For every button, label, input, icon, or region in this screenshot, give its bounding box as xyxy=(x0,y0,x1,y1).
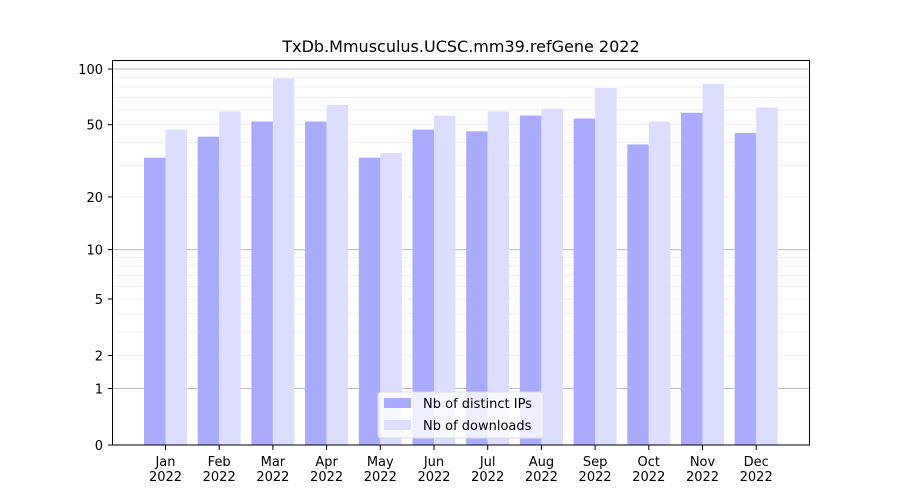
bar-ips xyxy=(412,129,434,446)
y-tick-label: 0 xyxy=(95,439,103,454)
y-tick-label: 20 xyxy=(86,191,103,206)
x-tick-label: Sep 2022 xyxy=(579,455,612,485)
y-tick-label: 1 xyxy=(95,383,103,398)
bar-ips xyxy=(466,131,488,445)
x-tick-label: Feb 2022 xyxy=(203,455,236,485)
bar-downloads xyxy=(434,115,456,446)
bar-downloads xyxy=(487,111,510,445)
bar-downloads xyxy=(756,107,778,445)
bar-ips xyxy=(681,112,703,446)
bar-ips xyxy=(358,157,381,445)
bar-downloads xyxy=(219,111,241,445)
x-tick-label: Jan 2022 xyxy=(149,455,182,485)
x-tick-label: Jul 2022 xyxy=(471,455,504,485)
bar-downloads xyxy=(648,121,671,445)
x-tick-label: Jun 2022 xyxy=(417,455,450,485)
y-tick-label: 100 xyxy=(78,63,103,78)
bar-downloads xyxy=(595,87,617,445)
bar-downloads xyxy=(326,104,349,445)
x-tick-label: Nov 2022 xyxy=(686,455,719,485)
bar-downloads xyxy=(165,129,187,446)
bar-ips xyxy=(144,157,166,445)
chart-title: TxDb.Mmusculus.UCSC.mm39.refGene 2022 xyxy=(281,37,639,56)
bar-downloads xyxy=(702,84,724,446)
bar-downloads xyxy=(380,153,402,445)
legend-label-downloads: Nb of downloads xyxy=(423,419,532,434)
bar-downloads xyxy=(541,108,563,446)
plot-frame xyxy=(112,60,810,446)
legend-swatch-ips xyxy=(384,398,411,408)
legend-swatch-downloads xyxy=(384,420,411,430)
bar-ips xyxy=(251,121,273,445)
x-tick-label: Mar 2022 xyxy=(256,455,289,485)
x-tick-label: Aug 2022 xyxy=(525,455,558,485)
bar-ips xyxy=(197,136,220,445)
y-tick-label: 2 xyxy=(95,349,103,364)
bar-ips xyxy=(519,115,542,446)
bar-ips xyxy=(734,133,757,445)
x-tick-label: Dec 2022 xyxy=(740,455,773,485)
y-tick-label: 10 xyxy=(86,244,103,259)
bar-ips xyxy=(627,144,649,445)
legend-label-ips: Nb of distinct IPs xyxy=(423,397,532,412)
y-tick-label: 50 xyxy=(86,119,103,134)
legend: Nb of distinct IPs Nb of downloads xyxy=(377,391,544,439)
legend-box xyxy=(377,391,544,439)
bar-ips xyxy=(573,118,596,445)
x-tick-label: Oct 2022 xyxy=(632,455,665,485)
bar-downloads xyxy=(272,78,295,446)
y-tick-label: 5 xyxy=(95,293,103,308)
x-tick-label: Apr 2022 xyxy=(310,455,343,485)
x-tick-label: May 2022 xyxy=(364,455,397,485)
bar-ips xyxy=(305,121,327,445)
